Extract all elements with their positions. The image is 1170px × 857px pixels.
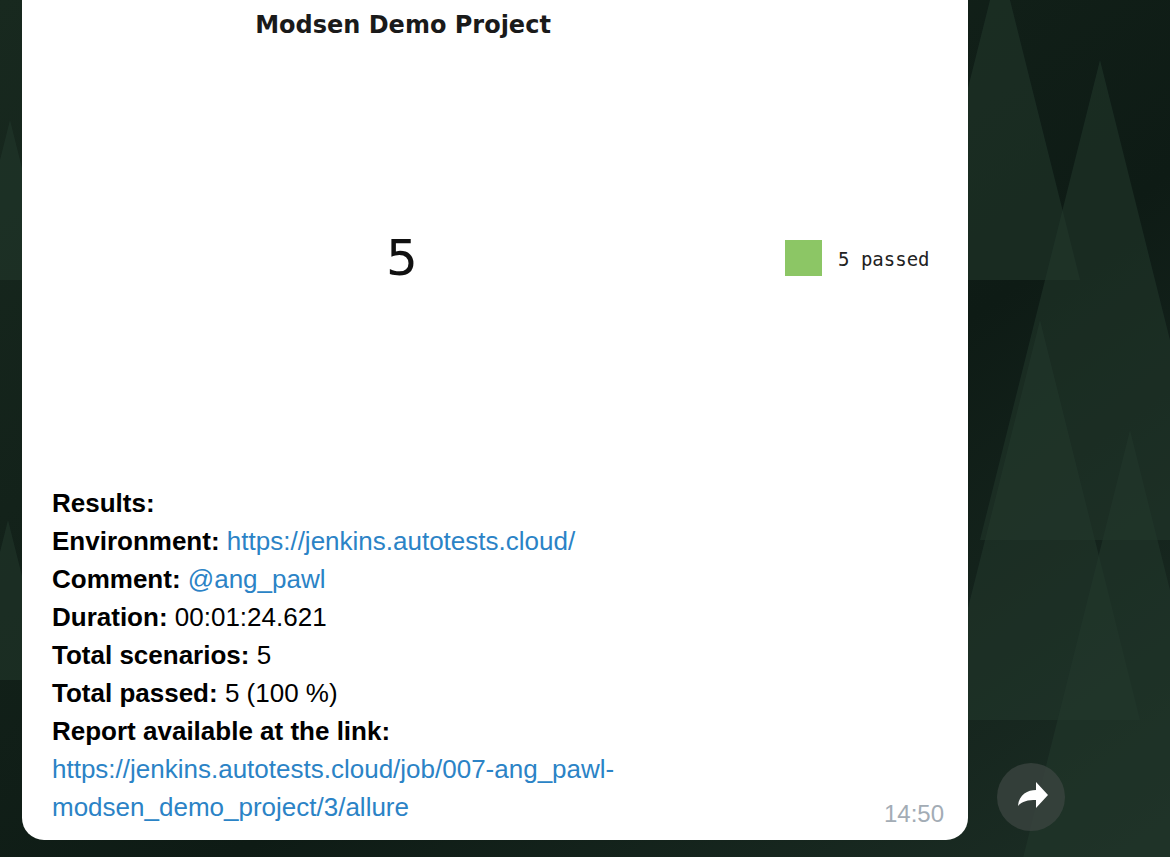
field-row: Duration: 00:01:24.621 (52, 598, 772, 636)
field-row: Total passed: 5 (100 %) (52, 674, 772, 712)
field-label: Environment: (52, 526, 220, 556)
field-row: Environment: https://jenkins.autotests.c… (52, 522, 772, 560)
field-label: Comment: (52, 564, 181, 594)
report-link[interactable]: https://jenkins.autotests.cloud/job/007-… (52, 750, 772, 826)
message-text: Results:Environment: https://jenkins.aut… (52, 484, 772, 826)
field-link[interactable]: https://jenkins.autotests.cloud/ (227, 526, 575, 556)
forward-button-bg[interactable] (997, 763, 1065, 831)
forward-icon[interactable] (1018, 782, 1048, 808)
legend-swatch (785, 240, 822, 276)
field-label: Total scenarios: (52, 640, 249, 670)
legend: 5 passed (785, 240, 930, 276)
chart-title: Modsen Demo Project (255, 11, 551, 39)
field-label: Total passed: (52, 678, 218, 708)
field-label: Duration: (52, 602, 168, 632)
field-row: Total scenarios: 5 (52, 636, 772, 674)
center-total: 5 (386, 229, 418, 287)
report-label: Report available at the link: (52, 712, 772, 750)
field-value: 5 (257, 640, 271, 670)
message-bubble (22, 0, 968, 840)
legend-label: 5 passed (838, 248, 930, 270)
field-link[interactable]: @ang_pawl (188, 564, 326, 594)
field-row: Comment: @ang_pawl (52, 560, 772, 598)
field-value: 00:01:24.621 (175, 602, 327, 632)
forward-button[interactable] (997, 763, 1065, 831)
message-time: 14:50 (874, 800, 944, 828)
heading: Results: (52, 484, 772, 522)
field-value: 5 (100 %) (225, 678, 338, 708)
